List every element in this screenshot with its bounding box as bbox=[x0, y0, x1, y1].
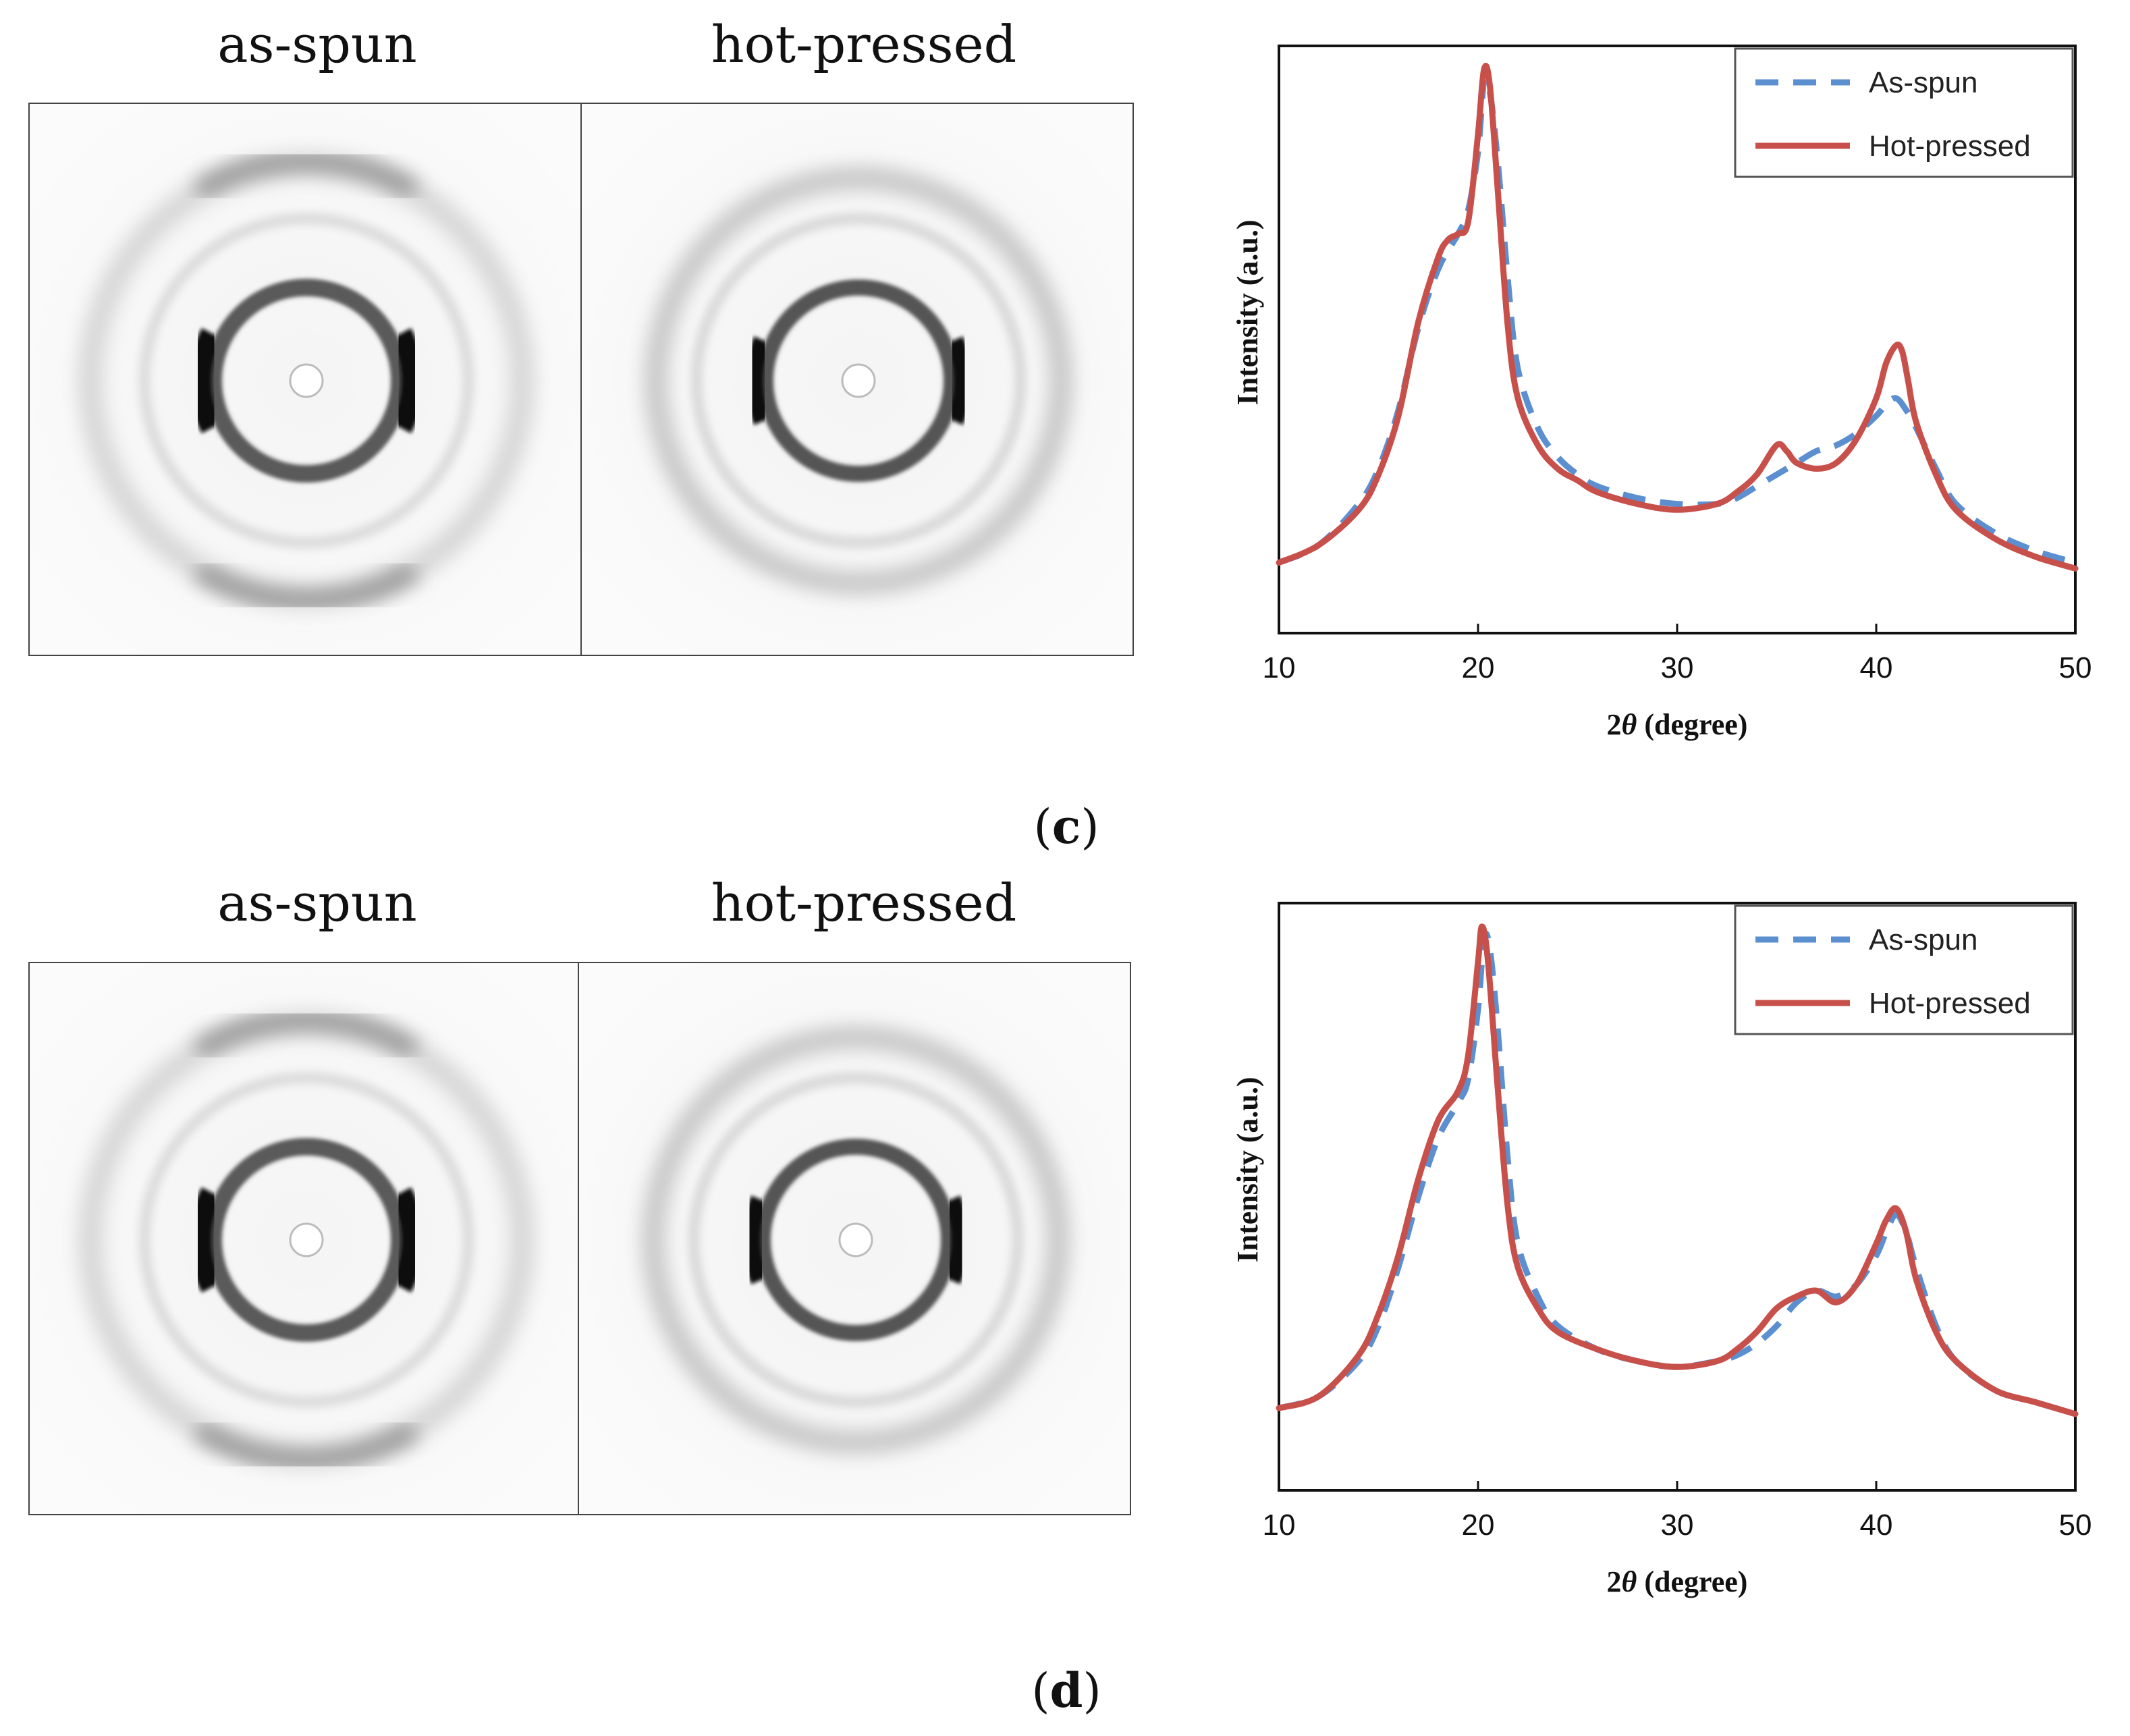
x-tick-label: 30 bbox=[1661, 651, 1694, 684]
legend-label: As-spun bbox=[1869, 923, 1977, 956]
legend-box bbox=[1734, 47, 2074, 178]
xrd-chart-d: 10 20 30 40 50 2θ (degree) Intensity (a.u.) As-… bbox=[1231, 902, 2092, 1598]
series-line-hot-pressed bbox=[1276, 63, 2079, 572]
xrd-pattern-hot-pressed-d bbox=[578, 962, 1131, 1515]
panel-label-d: (d) bbox=[1031, 1662, 1101, 1718]
xrd-pattern-hot-pressed-c bbox=[580, 103, 1134, 656]
pattern-title-hot-pressed-c: hot-pressed bbox=[711, 14, 1017, 74]
x-axis-label: 2θ (degree) bbox=[1607, 708, 1748, 741]
x-axis-label: 2θ (degree) bbox=[1607, 1565, 1748, 1598]
legend: As-spun Hot-pressed bbox=[1734, 47, 2074, 178]
xrd-pattern-as-spun-d bbox=[28, 962, 582, 1515]
legend-label: As-spun bbox=[1869, 66, 1977, 99]
x-tick-label: 40 bbox=[1860, 1509, 1893, 1542]
pattern-title-hot-pressed-d: hot-pressed bbox=[711, 873, 1017, 933]
panel-label-c: (c) bbox=[1033, 798, 1099, 855]
xrd-pattern-as-spun-c bbox=[28, 103, 582, 656]
pattern-title-as-spun-c: as-spun bbox=[217, 14, 417, 74]
x-tick-label: 50 bbox=[2059, 651, 2092, 684]
legend-box bbox=[1734, 904, 2074, 1035]
series-line-hot-pressed bbox=[1276, 923, 2079, 1417]
y-axis-label: Intensity (a.u.) bbox=[1231, 1077, 1264, 1262]
x-tick-label: 20 bbox=[1462, 651, 1495, 684]
y-axis-label: Intensity (a.u.) bbox=[1231, 219, 1264, 405]
legend-label: Hot-pressed bbox=[1869, 130, 2031, 163]
x-tick-label: 50 bbox=[2059, 1509, 2092, 1542]
x-tick-label: 20 bbox=[1462, 1509, 1495, 1542]
x-tick-label: 10 bbox=[1263, 651, 1296, 684]
legend: As-spun Hot-pressed bbox=[1734, 904, 2074, 1035]
legend-label: Hot-pressed bbox=[1869, 987, 2031, 1020]
series-line-as-spun bbox=[1278, 74, 2077, 566]
xrd-chart-c: 10 20 30 40 50 2θ (degree) Intensity (a.u.) As-… bbox=[1231, 45, 2092, 741]
x-tick-label: 30 bbox=[1661, 1509, 1694, 1542]
x-tick-label: 10 bbox=[1263, 1509, 1296, 1542]
pattern-title-as-spun-d: as-spun bbox=[217, 873, 417, 933]
x-tick-label: 40 bbox=[1860, 651, 1893, 684]
